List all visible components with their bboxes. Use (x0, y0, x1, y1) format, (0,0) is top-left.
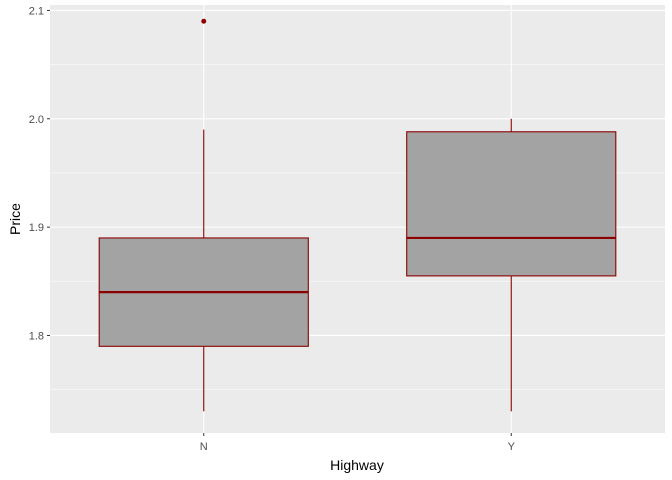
y-tick-label: 2.0 (29, 114, 44, 126)
y-tick-label: 1.9 (29, 222, 44, 234)
x-axis-title: Highway (330, 457, 384, 473)
x-tick-label: Y (508, 441, 516, 453)
x-tick-label: N (200, 441, 208, 453)
y-axis-title: Price (7, 203, 23, 235)
outlier-point (201, 18, 207, 24)
box-iqr (406, 131, 617, 277)
y-tick-label: 1.8 (29, 330, 44, 342)
y-axis: 1.8 1.9 2.0 2.1 (29, 5, 50, 342)
boxes (98, 18, 617, 412)
y-tick-label: 2.1 (29, 5, 44, 17)
